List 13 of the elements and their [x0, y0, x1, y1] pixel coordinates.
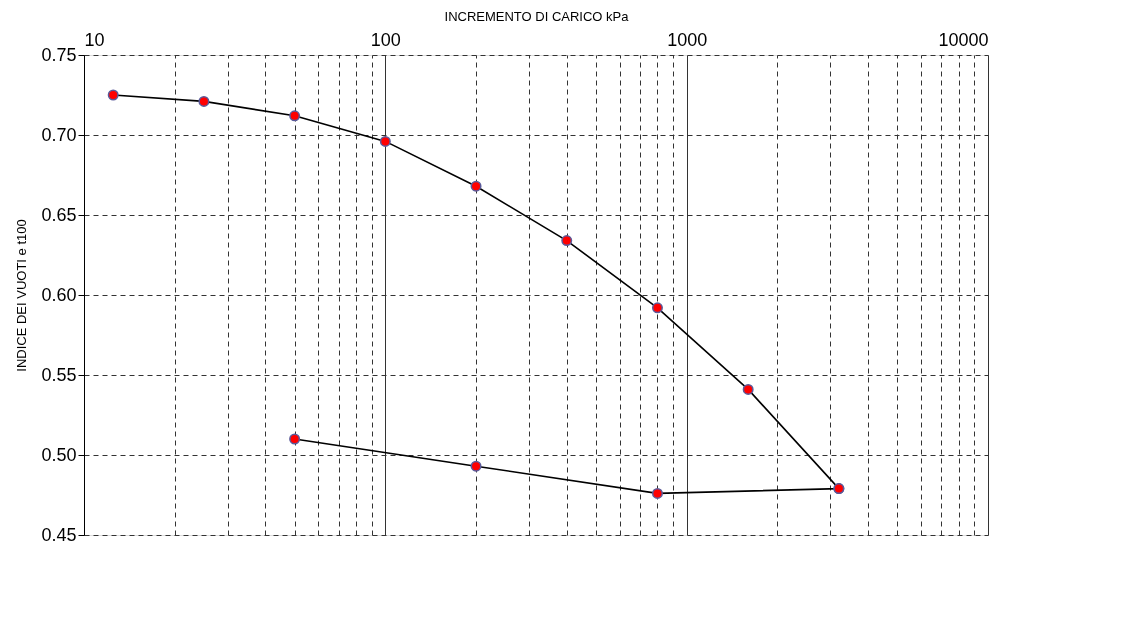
x-tick-label: 10000	[938, 29, 989, 50]
y-tick-label: 0.75	[41, 44, 77, 65]
x-tick-label: 10	[84, 29, 105, 50]
y-tick-label: 0.55	[41, 364, 77, 385]
x-tick-label: 1000	[667, 29, 708, 50]
x-axis-title: INCREMENTO DI CARICO kPa	[444, 8, 630, 24]
y-tick-label: 0.50	[41, 444, 77, 465]
y-tick-label: 0.45	[41, 524, 77, 545]
y-tick-label: 0.70	[41, 124, 77, 145]
x-tick-label: 100	[370, 29, 401, 50]
y-tick-label: 0.65	[41, 204, 77, 225]
y-axis-title: INDICE DEI VUOTI e t100	[14, 219, 30, 372]
y-tick-label: 0.60	[41, 284, 77, 305]
